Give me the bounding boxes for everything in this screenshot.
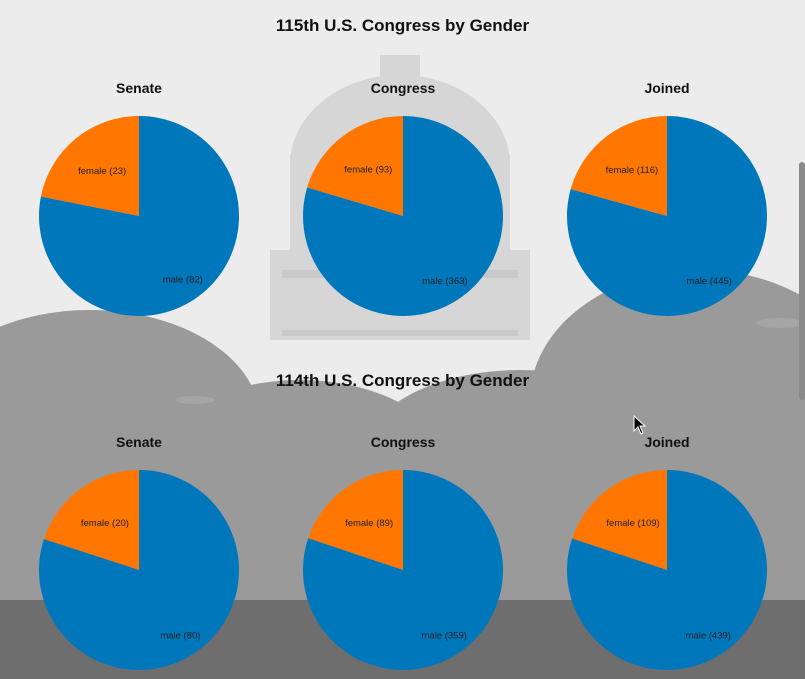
pie-slice-female bbox=[570, 116, 667, 216]
pie-slice-female bbox=[43, 470, 139, 570]
pie-label-male: male (445) bbox=[687, 276, 732, 287]
section-title-114th: 114th U.S. Congress by Gender bbox=[275, 371, 530, 390]
pie-slice-male bbox=[303, 116, 503, 316]
pie-label-male: male (439) bbox=[686, 631, 731, 642]
pie-chart-115-congress: female (93) male (363) bbox=[303, 116, 503, 316]
pie-chart-114-joined: female (109) male (439) bbox=[567, 470, 767, 670]
pie-slice-female bbox=[307, 116, 403, 216]
pie-chart-114-congress: female (89) male (359) bbox=[303, 470, 503, 670]
pie-label-female: female (109) bbox=[606, 518, 659, 529]
pie-label-female: female (20) bbox=[81, 518, 129, 529]
pie-chart-115-joined: female (116) male (445) bbox=[567, 116, 767, 316]
chart-title-115-senate: Senate bbox=[116, 80, 162, 96]
pie-label-female: female (89) bbox=[345, 518, 393, 529]
chart-title-114-congress: Congress bbox=[370, 434, 436, 450]
pie-slice-female bbox=[572, 470, 667, 570]
chart-title-115-congress: Congress bbox=[370, 80, 436, 96]
chart-title-114-senate: Senate bbox=[116, 434, 162, 450]
pie-slice-male bbox=[567, 116, 767, 316]
pie-label-male: male (82) bbox=[163, 275, 203, 286]
chart-title-115-joined: Joined bbox=[644, 80, 690, 96]
pie-slice-male bbox=[38, 470, 239, 670]
pie-label-female: female (116) bbox=[606, 165, 659, 176]
pie-slice-male bbox=[303, 470, 503, 670]
pie-slice-male bbox=[39, 116, 239, 316]
pie-label-male: male (80) bbox=[160, 630, 200, 641]
pie-label-female: female (93) bbox=[344, 165, 392, 176]
pie-label-male: male (363) bbox=[422, 276, 467, 287]
scrollbar[interactable] bbox=[799, 162, 805, 400]
pie-chart-115-senate: female (23) male (82) bbox=[39, 116, 239, 316]
section-title-115th: 115th U.S. Congress by Gender bbox=[275, 16, 530, 35]
pie-label-male: male (359) bbox=[422, 631, 467, 642]
chart-title-114-joined: Joined bbox=[644, 434, 690, 450]
pie-label-female: female (23) bbox=[78, 166, 126, 177]
pie-chart-114-senate: female (20) male (80) bbox=[38, 470, 239, 670]
pie-slice-female bbox=[308, 470, 403, 570]
mouse-cursor-icon bbox=[633, 415, 647, 435]
pie-slice-female bbox=[40, 116, 139, 216]
pie-slice-male bbox=[567, 470, 767, 670]
